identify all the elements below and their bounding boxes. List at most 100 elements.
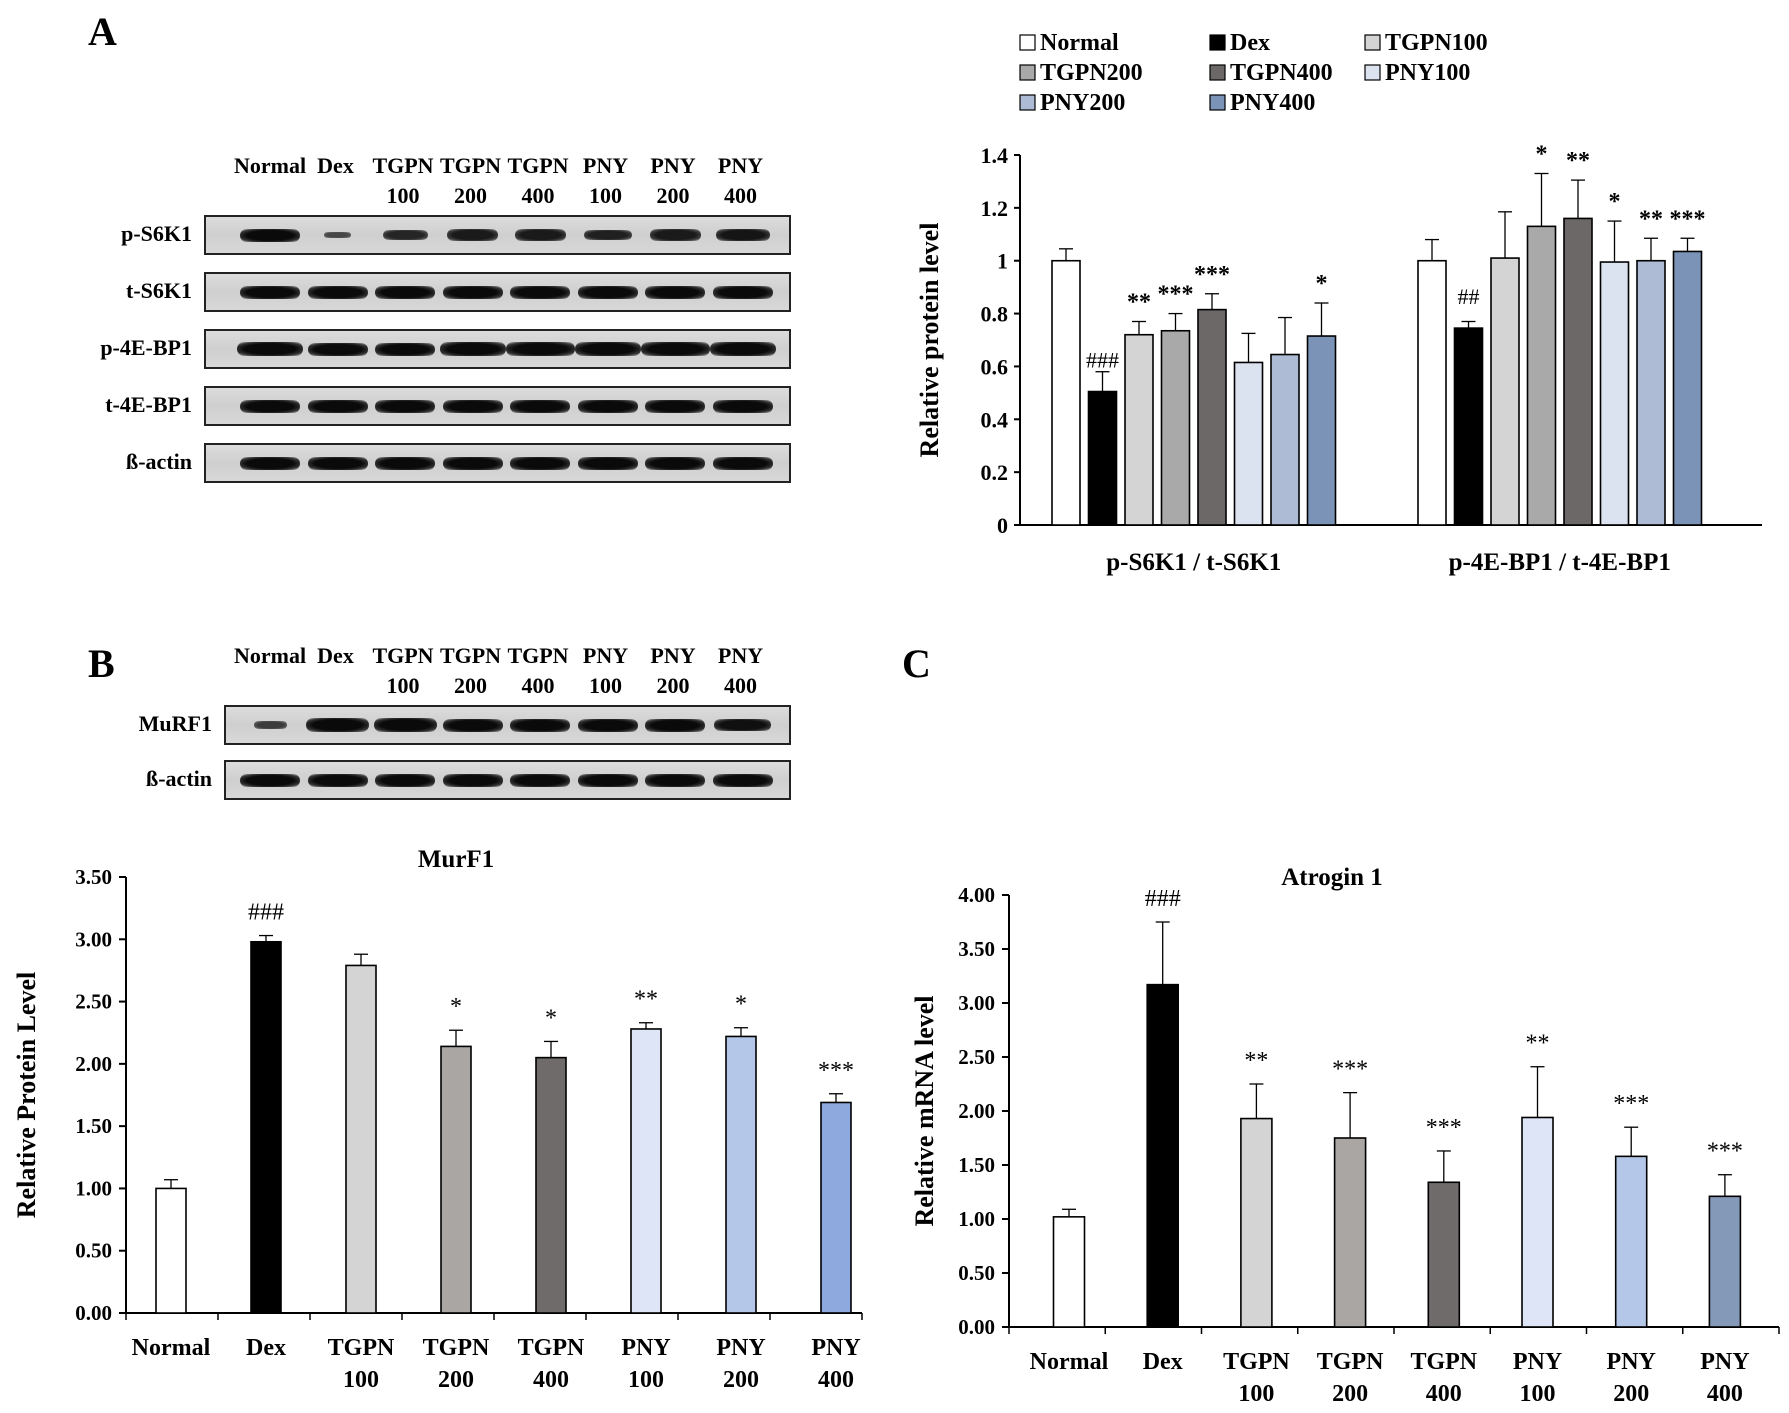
bar xyxy=(630,1028,662,1314)
significance-label: *** xyxy=(1707,1139,1743,1165)
blot-band xyxy=(712,399,773,413)
lane-label: TGPN xyxy=(372,643,434,668)
significance-label: *** xyxy=(1332,1057,1368,1083)
x-category-label: PNY xyxy=(811,1335,860,1361)
bar xyxy=(1521,1116,1554,1328)
significance-label: ** xyxy=(1127,290,1151,316)
bar xyxy=(1490,257,1520,526)
significance-label: ### xyxy=(248,900,284,926)
blot-band xyxy=(510,285,570,299)
x-category-label: 200 xyxy=(1613,1381,1649,1407)
blot-band xyxy=(307,399,368,413)
y-tick-label: 0.00 xyxy=(958,1315,995,1339)
legend-label: TGPN100 xyxy=(1385,30,1488,56)
bar xyxy=(1333,1137,1367,1328)
bar xyxy=(1563,217,1593,526)
legend-label: Dex xyxy=(1230,30,1270,56)
blot-band xyxy=(240,228,300,242)
chart-b-murf1: 0.00 0.50 1.00 1.50 2.00 2.50 3.00 3.50 Relative… xyxy=(12,846,863,1393)
lane-dose-label: 400 xyxy=(724,673,757,698)
x-category-label: TGPN xyxy=(1317,1349,1384,1375)
blot-band xyxy=(324,232,351,238)
blot-band xyxy=(714,718,771,732)
bar xyxy=(155,1187,187,1314)
y-tick-label: 2.50 xyxy=(75,990,112,1014)
lane-label: PNY xyxy=(650,153,696,178)
x-category-label: Dex xyxy=(246,1335,286,1361)
x-category-label: Dex xyxy=(1143,1349,1183,1375)
y-tick-label: 1.50 xyxy=(75,1114,112,1138)
blot-band xyxy=(510,718,570,732)
x-category-label: Normal xyxy=(132,1335,211,1361)
blot-band xyxy=(649,229,701,241)
lane-dose-label: 100 xyxy=(386,673,420,698)
blot-strip xyxy=(204,329,791,369)
blot-band xyxy=(240,456,300,470)
significance-label: ### xyxy=(1086,348,1119,373)
lane-label: PNY xyxy=(582,643,629,668)
significance-label: * xyxy=(1536,142,1548,168)
bar xyxy=(725,1035,757,1314)
blot-band xyxy=(510,456,570,470)
chart-title: MurF1 xyxy=(418,846,494,873)
blot-band xyxy=(712,773,773,787)
y-tick-label: 0.8 xyxy=(981,302,1009,327)
blot-band xyxy=(577,399,638,413)
x-category-label: TGPN xyxy=(1410,1349,1477,1375)
bar xyxy=(1270,353,1300,526)
bar xyxy=(1052,1216,1086,1328)
blot-band xyxy=(645,285,705,299)
legend-swatch xyxy=(1209,34,1226,51)
bar xyxy=(250,940,282,1314)
legend-swatch xyxy=(1019,94,1036,111)
significance-label: ### xyxy=(1145,886,1181,912)
lane-dose-label: 100 xyxy=(386,183,420,208)
bar xyxy=(1240,1117,1273,1328)
blot-band xyxy=(442,718,503,732)
blot-band xyxy=(645,399,705,413)
y-tick-label: 1.4 xyxy=(981,143,1009,168)
y-tick-label: 0.6 xyxy=(981,354,1009,379)
blot-band xyxy=(306,718,369,732)
blot-band xyxy=(712,285,773,299)
lane-label: PNY xyxy=(650,643,696,668)
blot-row-label: MuRF1 xyxy=(138,711,212,736)
legend-swatch xyxy=(1209,64,1226,81)
blot-row-label: t-S6K1 xyxy=(126,278,192,303)
blot-band xyxy=(577,718,638,732)
blot-band xyxy=(510,399,570,413)
bar xyxy=(345,964,377,1314)
bar xyxy=(1051,259,1081,526)
blot-band xyxy=(442,456,503,470)
legend-swatch xyxy=(1209,94,1226,111)
blot-band xyxy=(510,773,570,787)
significance-label: ** xyxy=(1566,148,1590,174)
blot-band xyxy=(514,229,566,241)
blot-band xyxy=(442,399,503,413)
blot-band xyxy=(375,285,435,299)
y-tick-label: 1.00 xyxy=(958,1207,995,1231)
bar xyxy=(1233,361,1264,526)
y-axis-label: Relative Protein Level xyxy=(12,972,41,1218)
chart-c-atrogin1: 0.00 0.50 1.00 1.50 2.00 2.50 3.00 3.50 4.00 Rela… xyxy=(910,864,1780,1407)
blot-band xyxy=(373,718,437,732)
x-category-label: 400 xyxy=(1426,1381,1462,1407)
x-category-label: PNY xyxy=(1700,1349,1749,1375)
blot-strip xyxy=(204,443,791,483)
bar xyxy=(1614,1155,1648,1328)
blot-band xyxy=(715,229,770,241)
x-category-label: p-4E-BP1 / t-4E-BP1 xyxy=(1449,549,1671,576)
bar xyxy=(1124,333,1154,526)
blot-band xyxy=(640,341,710,357)
lane-label: Normal xyxy=(234,643,307,668)
x-category-label: 100 xyxy=(343,1367,379,1393)
blot-band xyxy=(645,718,705,732)
legend-label: TGPN200 xyxy=(1040,60,1143,86)
x-category-label: PNY xyxy=(1513,1349,1562,1375)
lane-label: TGPN xyxy=(439,643,502,668)
bar xyxy=(1306,335,1337,526)
chart-title: Atrogin 1 xyxy=(1281,864,1383,891)
blot-band xyxy=(442,285,503,299)
blot-band xyxy=(442,773,503,787)
bar xyxy=(1526,225,1557,526)
